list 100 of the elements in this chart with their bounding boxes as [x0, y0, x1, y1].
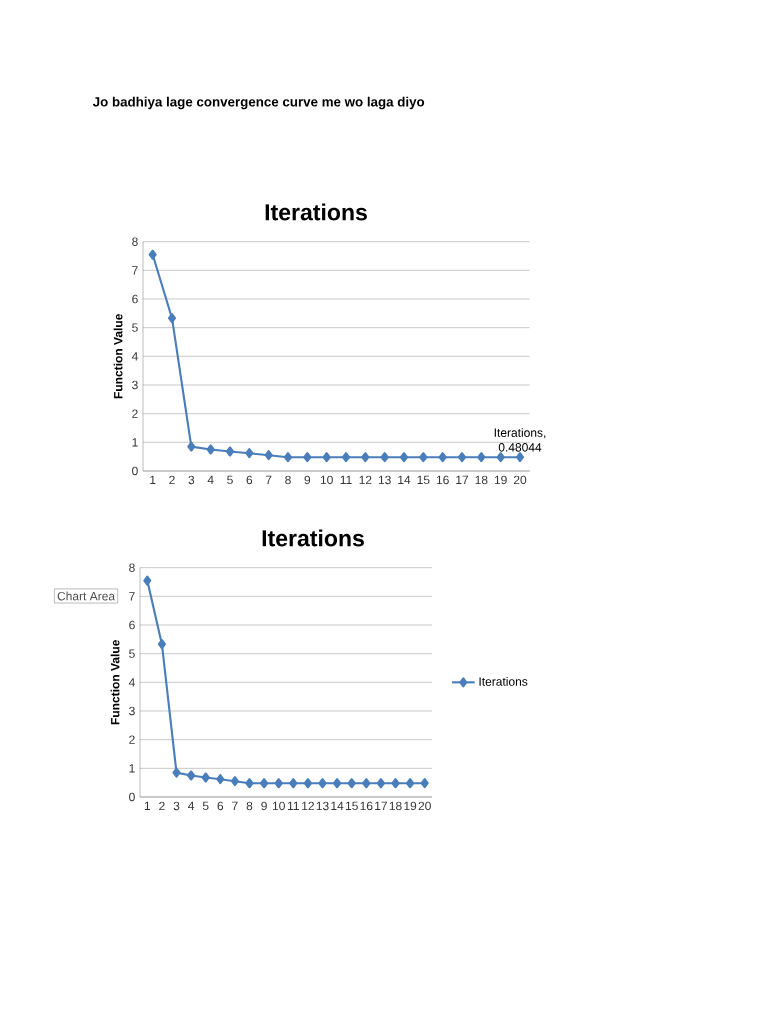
point [187, 441, 196, 452]
point [347, 778, 356, 789]
point [283, 452, 293, 463]
x-tick-label: 4 [188, 801, 195, 810]
x-tick-label: 17 [456, 475, 469, 484]
x-tick-label: 18 [475, 475, 488, 485]
point [148, 249, 157, 260]
point [289, 778, 298, 789]
y-axis-title: Function Value [110, 640, 120, 725]
point [380, 452, 389, 463]
y-tick-label: 0 [132, 466, 138, 476]
x-tick-label: 12 [359, 475, 372, 485]
point [391, 778, 400, 789]
x-tick-label: 19 [494, 475, 507, 485]
point [341, 452, 351, 463]
x-tick-label: 14 [398, 475, 411, 484]
y-tick-label: 5 [132, 323, 138, 332]
x-tick-label: 6 [246, 475, 253, 485]
x-tick-label: 8 [285, 475, 291, 485]
x-tick-label: 3 [173, 801, 180, 811]
x-tick-label: 18 [389, 801, 402, 811]
x-tick-label: 13 [378, 475, 391, 485]
point [420, 778, 429, 789]
point [225, 446, 235, 457]
y-tick-label: 2 [129, 735, 135, 744]
point [264, 450, 273, 461]
point [167, 313, 177, 324]
point [216, 774, 225, 785]
x-tick-label: 2 [169, 475, 175, 485]
y-tick-label: 5 [129, 649, 135, 658]
x-tick-label: 1 [144, 801, 151, 810]
y-tick-label: 3 [132, 380, 138, 390]
point [303, 778, 312, 789]
y-tick-label: 1 [132, 438, 138, 447]
x-tick-label: 6 [217, 801, 224, 811]
y-tick-label: 0 [129, 792, 135, 802]
y-tick-label: 1 [129, 764, 135, 773]
x-tick-label: 15 [417, 475, 430, 485]
point [260, 778, 269, 789]
x-tick-label: 17 [375, 801, 387, 810]
x-tick-label: 5 [227, 475, 233, 485]
y-tick-label: 7 [132, 266, 138, 275]
x-tick-label: 3 [188, 475, 195, 485]
x-tick-label: 11 [287, 801, 299, 810]
y-tick-label: 4 [131, 352, 138, 361]
x-tick-label: 15 [345, 801, 358, 811]
x-tick-label: 20 [418, 801, 431, 811]
point [477, 452, 486, 463]
x-tick-label: 9 [304, 475, 311, 485]
point [406, 778, 415, 789]
x-tick-label: 20 [513, 475, 527, 485]
x-tick-label: 13 [316, 801, 329, 811]
x-tick-label: 7 [265, 475, 272, 484]
point [201, 772, 210, 783]
y-tick-label: 7 [129, 592, 135, 601]
y-tick-label: 8 [132, 237, 138, 246]
chart-title: Iterations [265, 203, 367, 221]
point [361, 452, 370, 463]
y-tick-label: 6 [129, 620, 135, 630]
y-tick-label: 3 [129, 706, 135, 716]
y-tick-label: 2 [132, 409, 138, 418]
point [303, 452, 312, 463]
point [399, 452, 409, 463]
x-tick-label: 2 [159, 801, 165, 811]
point [172, 767, 181, 778]
legend-label: Iterations [479, 676, 528, 686]
y-axis-title: Function Value [113, 314, 123, 399]
x-tick-label: 16 [436, 475, 449, 485]
point [318, 778, 327, 789]
point [362, 778, 371, 789]
point [419, 452, 428, 463]
x-tick-label: 8 [246, 801, 253, 811]
annotation: Iterations, 0.48044 [494, 428, 546, 452]
point [496, 452, 505, 463]
point [143, 575, 152, 586]
text: Chart Area [57, 591, 116, 601]
point [515, 452, 525, 463]
x-tick-label: 4 [207, 475, 214, 484]
x-tick-label: 1 [150, 475, 156, 484]
x-tick-label: 9 [261, 801, 267, 811]
point [157, 639, 166, 650]
point [376, 778, 385, 789]
x-tick-label: 7 [232, 801, 238, 810]
x-tick-label: 19 [404, 801, 417, 811]
point [245, 448, 254, 459]
point [274, 778, 283, 789]
point [206, 444, 215, 455]
x-tick-label: 10 [320, 475, 333, 485]
x-tick-label: 12 [302, 801, 314, 811]
x-tick-label: 14 [331, 801, 344, 810]
y-tick-label: 8 [129, 563, 135, 572]
y-tick-label: 6 [132, 294, 138, 304]
point [438, 452, 447, 463]
point [245, 778, 254, 789]
y-tick-label: 4 [128, 678, 135, 687]
x-tick-label: 16 [360, 801, 373, 811]
text: Jo badhiya lage convergence curve me wo laga diyo [92, 96, 425, 110]
x-tick-label: 5 [202, 801, 209, 811]
point [457, 452, 467, 463]
chart-title: Iterations [262, 529, 364, 547]
